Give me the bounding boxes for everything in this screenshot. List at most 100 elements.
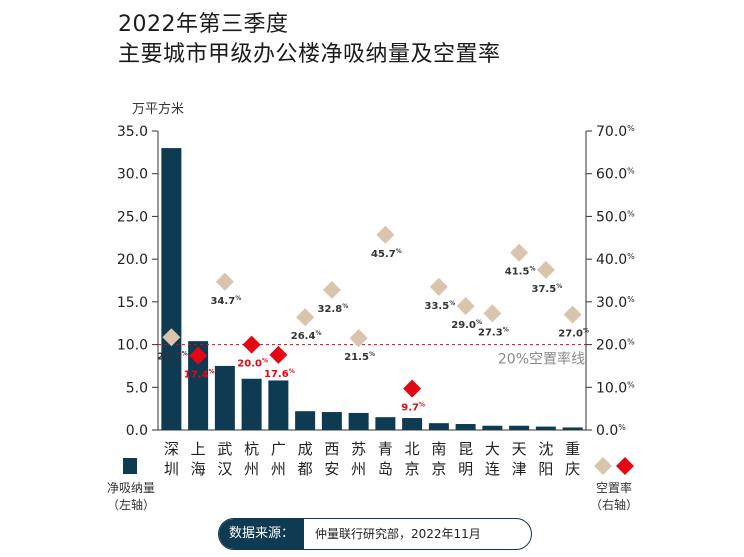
bar-9: [375, 417, 396, 430]
vacancy-marker-10: [403, 379, 422, 398]
bar-6: [295, 411, 316, 430]
vacancy-label-3: 34.7%: [211, 295, 242, 307]
left-axis-tick-label: 25.0: [117, 209, 148, 225]
x-category-label-2-char-2: 海: [191, 460, 206, 478]
x-category-label-11-char-1: 南: [431, 440, 446, 458]
x-category-label-4-char-2: 州: [244, 460, 259, 478]
x-category-label-8-char-1: 苏: [351, 440, 366, 458]
left-axis-tick-label: 10.0: [117, 338, 148, 354]
bar-16: [562, 427, 583, 430]
right-axis-tick-label: 10.0%: [596, 380, 635, 396]
chart-title-line-1: 2022年第三季度: [118, 12, 289, 37]
vacancy-label-1: 21.7%: [157, 350, 188, 362]
x-category-label-16-char-1: 重: [565, 440, 580, 458]
bar-14: [509, 425, 530, 430]
x-category-label-13-char-2: 连: [485, 460, 500, 478]
x-category-label-12-char-1: 昆: [458, 440, 473, 458]
legend-marker-label-line-1: 空置率: [596, 480, 632, 495]
chart-title-line-2: 主要城市甲级办公楼净吸纳量及空置率: [118, 42, 501, 67]
x-category-label-8-char-2: 州: [351, 460, 366, 478]
legend-bar-swatch: [123, 458, 137, 474]
legend-marker-swatch: [594, 457, 612, 475]
vacancy-marker-9: [376, 225, 395, 244]
right-axis-tick-label: 20.0%: [596, 338, 635, 354]
vacancy-marker-15: [536, 260, 555, 279]
x-category-label-6-char-2: 都: [298, 460, 313, 478]
vacancy-marker-14: [510, 243, 529, 262]
bar-2: [188, 341, 209, 430]
vacancy-label-10: 9.7%: [401, 402, 425, 414]
x-category-label-9-char-2: 岛: [378, 460, 393, 478]
x-category-label-5-char-1: 广: [271, 440, 286, 458]
x-category-label-14-char-2: 津: [512, 460, 527, 478]
vacancy-label-12: 29.0%: [451, 319, 482, 331]
vacancy-marker-7: [322, 280, 341, 299]
x-category-label-16-char-2: 庆: [565, 460, 580, 478]
left-axis-tick-label: 30.0: [117, 167, 148, 183]
left-axis-tick-label: 5.0: [126, 380, 148, 396]
x-category-label-10-char-1: 北: [405, 440, 420, 458]
vacancy-marker-1: [162, 328, 181, 347]
x-category-label-1-char-2: 圳: [164, 460, 179, 478]
x-category-label-9-char-1: 青: [378, 440, 393, 458]
x-category-label-14-char-1: 天: [512, 440, 527, 458]
x-category-label-15-char-2: 阳: [538, 460, 553, 478]
x-category-label-3-char-2: 汉: [217, 460, 232, 478]
bar-1: [161, 148, 182, 431]
vacancy-label-15: 37.5%: [532, 283, 563, 295]
right-axis-tick-label: 30.0%: [596, 295, 635, 311]
x-category-label-4-char-1: 杭: [244, 440, 259, 458]
bar-3: [214, 365, 235, 430]
x-category-label-13-char-1: 大: [485, 440, 500, 458]
right-axis-tick-label: 0.0%: [596, 423, 626, 439]
x-category-label-5-char-2: 州: [271, 460, 286, 478]
x-category-label-7-char-2: 安: [324, 460, 339, 478]
vacancy-marker-5: [269, 345, 288, 364]
left-axis-tick-label: 15.0: [117, 295, 148, 311]
x-category-label-3-char-1: 武: [217, 440, 232, 458]
vacancy-marker-11: [429, 277, 448, 296]
vacancy-marker-3: [215, 272, 234, 291]
vacancy-marker-6: [296, 308, 315, 327]
vacancy-marker-2: [189, 346, 208, 365]
legend-bar-label-line-2: （左轴）: [107, 497, 155, 512]
x-category-label-7-char-1: 西: [324, 440, 339, 458]
vacancy-label-13: 27.3%: [478, 326, 509, 338]
vacancy-label-2: 17.4%: [184, 369, 215, 381]
vacancy-label-9: 45.7%: [371, 248, 402, 260]
x-category-label-11-char-2: 京: [431, 460, 446, 478]
x-category-label-15-char-1: 沈: [538, 440, 553, 458]
bar-10: [402, 418, 423, 430]
bar-5: [268, 380, 289, 430]
right-axis-tick-label: 50.0%: [596, 209, 635, 225]
right-axis-tick-label: 40.0%: [596, 252, 635, 268]
source-pill: 数据来源： 仲量联行研究部，2022年11月: [218, 518, 532, 550]
vacancy-marker-8: [349, 329, 368, 348]
vacancy-marker-16: [563, 305, 582, 324]
reference-line-label: 20%空置率线: [498, 351, 585, 368]
source-value: 仲量联行研究部，2022年11月: [315, 527, 481, 541]
vacancy-label-16: 27.0%: [558, 328, 589, 340]
bar-13: [482, 425, 503, 430]
vacancy-marker-4: [242, 335, 261, 354]
bar-12: [455, 424, 476, 430]
x-category-label-2-char-1: 上: [191, 440, 206, 458]
vacancy-marker-12: [456, 297, 475, 316]
x-category-label-10-char-2: 京: [405, 460, 420, 478]
x-category-label-1-char-1: 深: [164, 440, 179, 458]
vacancy-label-7: 32.8%: [318, 303, 349, 315]
left-axis-tick-label: 20.0: [117, 252, 148, 268]
bar-4: [241, 378, 262, 430]
vacancy-label-6: 26.4%: [291, 330, 322, 342]
vacancy-label-8: 21.5%: [344, 351, 375, 363]
right-axis-tick-label: 60.0%: [596, 167, 635, 183]
left-axis-label: 万平方米: [132, 101, 184, 117]
legend-marker-label-line-2: （右轴）: [590, 497, 638, 512]
legend-bar-label-line-1: 净吸纳量: [107, 481, 155, 495]
vacancy-label-14: 41.5%: [505, 266, 536, 278]
vacancy-label-5: 17.6%: [264, 368, 295, 380]
vacancy-marker-13: [483, 304, 502, 323]
vacancy-label-11: 33.5%: [425, 300, 456, 312]
bar-15: [535, 426, 556, 430]
right-axis-tick-label: 70.0%: [596, 124, 635, 140]
